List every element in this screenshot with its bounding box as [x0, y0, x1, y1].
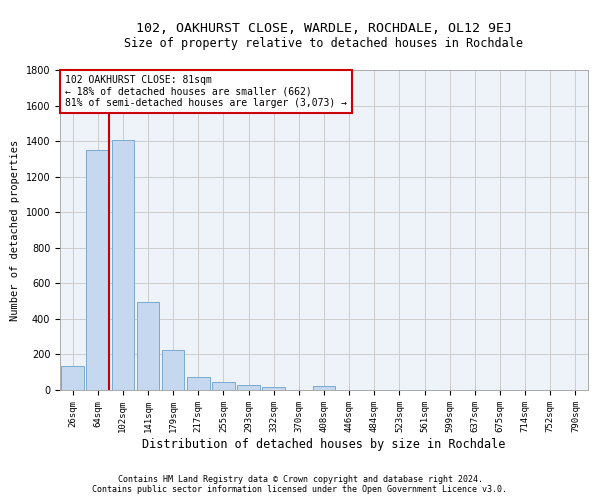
- Bar: [61, 366, 84, 390]
- Bar: [162, 350, 184, 390]
- Bar: [313, 386, 335, 390]
- Text: 102 OAKHURST CLOSE: 81sqm
← 18% of detached houses are smaller (662)
81% of semi: 102 OAKHURST CLOSE: 81sqm ← 18% of detac…: [65, 75, 347, 108]
- Text: Contains HM Land Registry data © Crown copyright and database right 2024.: Contains HM Land Registry data © Crown c…: [118, 475, 482, 484]
- Bar: [112, 140, 134, 390]
- Text: 102, OAKHURST CLOSE, WARDLE, ROCHDALE, OL12 9EJ: 102, OAKHURST CLOSE, WARDLE, ROCHDALE, O…: [136, 22, 512, 36]
- Bar: [137, 302, 160, 390]
- Bar: [86, 150, 109, 390]
- Text: Contains public sector information licensed under the Open Government Licence v3: Contains public sector information licen…: [92, 485, 508, 494]
- Bar: [262, 388, 285, 390]
- Bar: [237, 385, 260, 390]
- Text: Size of property relative to detached houses in Rochdale: Size of property relative to detached ho…: [125, 38, 523, 51]
- Bar: [212, 382, 235, 390]
- Y-axis label: Number of detached properties: Number of detached properties: [10, 140, 20, 320]
- Bar: [187, 376, 209, 390]
- X-axis label: Distribution of detached houses by size in Rochdale: Distribution of detached houses by size …: [142, 438, 506, 450]
